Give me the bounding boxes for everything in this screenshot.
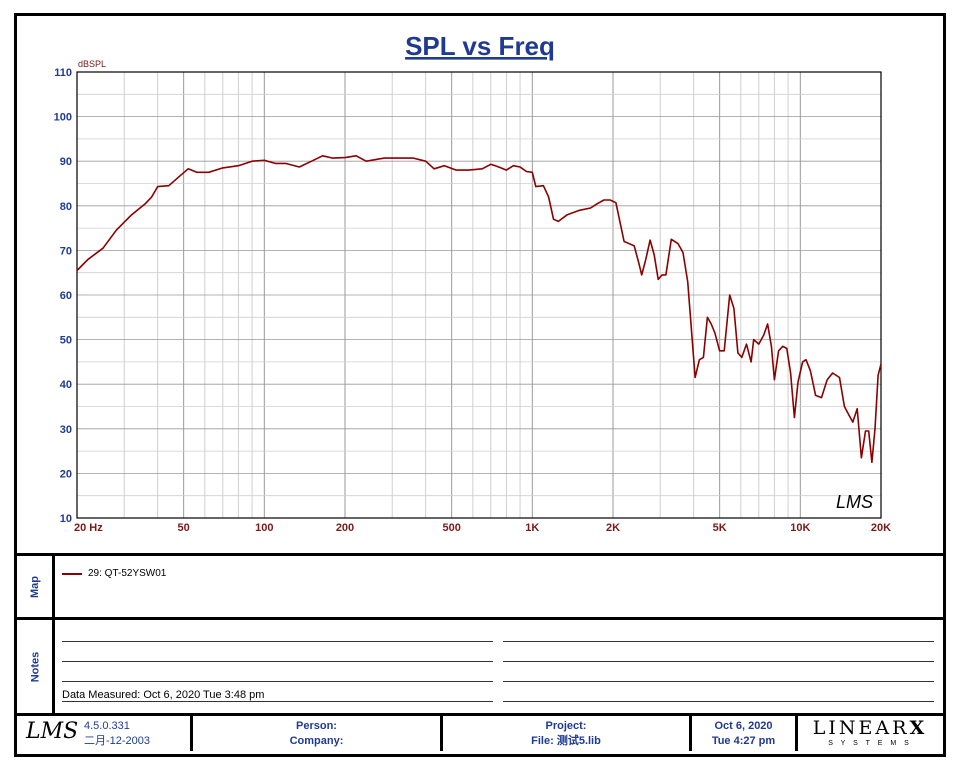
map-label: Map (29, 575, 41, 598)
build-date: 二月-12-2003 (84, 735, 151, 747)
x-tick-label: 500 (442, 522, 460, 534)
notes-rule (62, 661, 493, 662)
x-tick-label: 5K (713, 522, 727, 534)
date-cell: Oct 6, 2020 Tue 4:27 pm (692, 719, 795, 754)
notes-rule (62, 641, 493, 642)
y-tick-label: 70 (60, 245, 72, 257)
legend: 29: QT-52YSW01 (62, 568, 166, 579)
chart: SPL vs Freq dBSPL 1020304050607080901001… (54, 31, 892, 534)
map-section-label: Map (17, 556, 53, 617)
person-cell: Person: Company: (193, 719, 440, 754)
series-group (76, 155, 882, 464)
x-tick-label: 1K (525, 522, 539, 534)
footer-divider (190, 716, 193, 751)
notes-rule (503, 701, 934, 702)
notes-label-divider (52, 620, 55, 713)
y-tick-label: 40 (60, 379, 72, 391)
version-cell: 4.5.0.331 二月-12-2003 (84, 719, 184, 754)
y-axis-label: dBSPL (78, 59, 106, 69)
brand-x: X (909, 717, 928, 739)
footer-divider (440, 716, 443, 751)
lms-watermark: LMS (836, 492, 873, 512)
divider-notes-footer (14, 713, 946, 716)
linearx-brand: LINEARX S Y S T E M S (800, 717, 940, 751)
y-tick-label: 60 (60, 290, 72, 302)
footer-divider (795, 716, 798, 751)
notes-rule (62, 681, 493, 682)
footer-time: Tue 4:27 pm (711, 735, 776, 747)
file-label: File: 测试5.lib (531, 735, 601, 747)
notes-rule (503, 661, 934, 662)
person-label: Person: (296, 720, 337, 732)
notes-label: Notes (29, 651, 41, 682)
x-tick-label: 20K (871, 522, 891, 534)
notes-rule (62, 701, 493, 702)
chart-title: SPL vs Freq (405, 31, 555, 61)
y-tick-label: 100 (54, 112, 72, 124)
series-line (76, 155, 882, 464)
x-tick-label: 10K (790, 522, 810, 534)
outer-frame (14, 13, 946, 757)
footer-lms-logo: LMS (26, 719, 79, 744)
brand-systems: S Y S T E M S (828, 740, 912, 747)
y-tick-label: 10 (60, 513, 72, 525)
footer-date: Oct 6, 2020 (714, 720, 773, 732)
footer-divider (689, 716, 692, 751)
version: 4.5.0.331 (84, 720, 130, 732)
y-tick-labels: 10 20 30 40 50 60 70 80 90 100 110 (54, 67, 72, 525)
x-tick-labels: 20 Hz 50 100 200 500 1K 2K 5K 10K 20K (74, 522, 891, 534)
grid (76, 71, 882, 519)
legend-swatch (62, 572, 82, 575)
project-cell: Project: File: 测试5.lib (443, 719, 689, 754)
notes-section-label: Notes (17, 620, 53, 713)
x-tick-label: 100 (255, 522, 273, 534)
brand-linear: LINEAR (812, 717, 910, 739)
x-tick-label: 50 (178, 522, 190, 534)
legend-entry: 29: QT-52YSW01 (88, 568, 167, 579)
y-tick-label: 90 (60, 156, 72, 168)
map-label-divider (52, 556, 55, 617)
x-tick-label: 200 (336, 522, 354, 534)
y-tick-label: 50 (60, 335, 72, 347)
x-tick-label: 20 Hz (74, 522, 103, 534)
notes-rule (503, 681, 934, 682)
x-tick-label: 2K (606, 522, 620, 534)
plot-area (76, 71, 882, 519)
divider-map-notes (14, 617, 946, 620)
divider-chart-map (14, 553, 946, 556)
y-tick-label: 20 (60, 468, 72, 480)
y-tick-label: 30 (60, 424, 72, 436)
y-tick-label: 80 (60, 201, 72, 213)
project-label: Project: (545, 720, 587, 732)
company-label: Company: (289, 735, 344, 747)
y-tick-label: 110 (54, 67, 72, 79)
notes-rule (503, 641, 934, 642)
data-measured: Data Measured: Oct 6, 2020 Tue 3:48 pm (62, 689, 265, 701)
